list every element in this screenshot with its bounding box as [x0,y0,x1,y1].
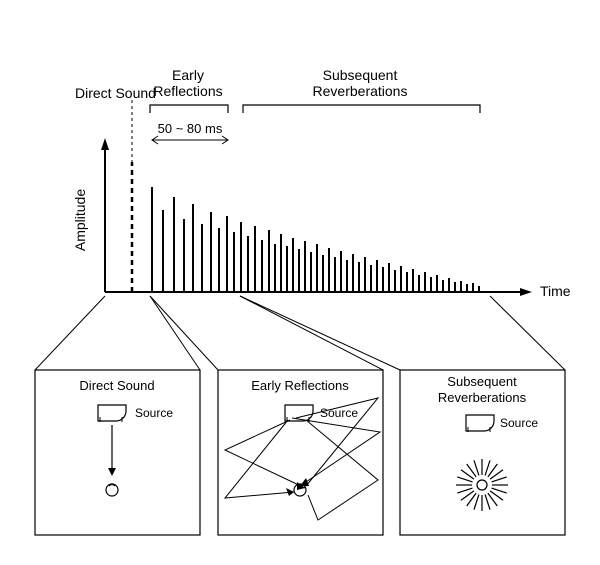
connector-2b [240,296,383,370]
connector-3a [240,296,400,370]
impulse-bar [274,244,276,292]
impulse-bar [240,222,242,292]
impulse-bar [316,244,318,292]
impulse-bar [436,275,438,292]
impulse-bar [430,277,432,292]
impulse-bar [310,252,312,292]
impulse-bar [388,263,390,292]
diagram-container: Direct Sound Early Reflections Subsequen… [0,0,600,565]
impulse-bar [286,246,288,292]
impulse-bar [233,232,235,292]
piano-icon [98,405,126,422]
impulse-bar [292,238,294,292]
impulse-bar [304,241,306,292]
time-range-label: 50 ~ 80 ms [158,121,223,136]
impulse-bar [247,236,249,292]
subsequent-bracket [243,105,480,113]
impulse-bar [442,280,444,292]
connector-1b [150,296,200,370]
impulse-bar [298,249,300,292]
impulse-bar [400,266,402,292]
impulse-bar [448,278,450,292]
impulse-bar [226,216,228,292]
impulse-bar [358,262,360,292]
piano-icon [466,415,494,432]
impulse-bar [218,228,220,292]
impulse-bar [352,254,354,292]
impulse-bar [173,197,175,292]
panel1-source-label: Source [135,406,173,420]
impulse-bar [268,230,270,292]
direct-arrowhead [108,468,116,476]
impulse-bar [406,272,408,292]
early-reflections-label-2: Reflections [153,83,222,99]
panel3-source-label: Source [500,416,538,430]
impulse-bar [162,210,164,292]
impulse-bar [151,187,153,292]
impulse-bar [460,281,462,292]
impulse-bar [466,284,468,292]
connector-3b [490,296,565,370]
x-axis-arrowhead [520,288,532,296]
impulse-bar [376,260,378,292]
impulse-bar [364,257,366,292]
panel-early-title: Early Reflections [251,378,349,393]
impulse-bar [370,265,372,292]
impulse-bar [210,212,212,292]
panel-sub-title-2: Reverberations [438,390,527,405]
early-bracket [150,105,228,113]
impulse-bar [418,275,420,292]
panel-subsequent: Subsequent Reverberations Source [400,370,565,535]
subsequent-label-2: Reverberations [313,83,408,99]
impulse-bar [412,269,414,292]
connector-2a [150,296,218,370]
panel2-source-label: Source [320,406,358,420]
early-reflections-label-1: Early [172,67,204,83]
subsequent-label-1: Subsequent [323,67,398,83]
panel-sub-title-1: Subsequent [447,374,517,389]
x-axis-label: Time [540,283,571,299]
reverb-burst-icon [456,459,508,511]
impulse-bar [322,255,324,292]
impulse-bar [261,240,263,292]
impulse-bar [424,272,426,292]
listener-icon [106,484,118,496]
diagram-svg: Direct Sound Early Reflections Subsequen… [0,0,600,565]
impulse-bar [334,257,336,292]
direct-sound-label: Direct Sound [75,85,156,101]
impulse-bar [382,267,384,292]
connector-1a [35,296,105,370]
y-axis-label: Amplitude [72,189,88,251]
impulse-bar [394,270,396,292]
impulse-bar [340,251,342,292]
impulse-bar [201,224,203,292]
impulse-bar [346,260,348,292]
impulse-bar [183,219,185,292]
y-axis-arrowhead [101,138,109,150]
impulse-bar [254,226,256,292]
listener-icon [477,480,487,490]
impulse-chart [151,187,480,292]
impulse-bar [280,234,282,292]
panel-early-reflections: Early Reflections Source [218,370,383,535]
impulse-bar [192,204,194,292]
impulse-bar [472,283,474,292]
panel-direct-title: Direct Sound [79,378,154,393]
panel-direct-sound: Direct Sound Source [35,370,200,535]
impulse-bar [328,248,330,292]
impulse-bar [454,282,456,292]
